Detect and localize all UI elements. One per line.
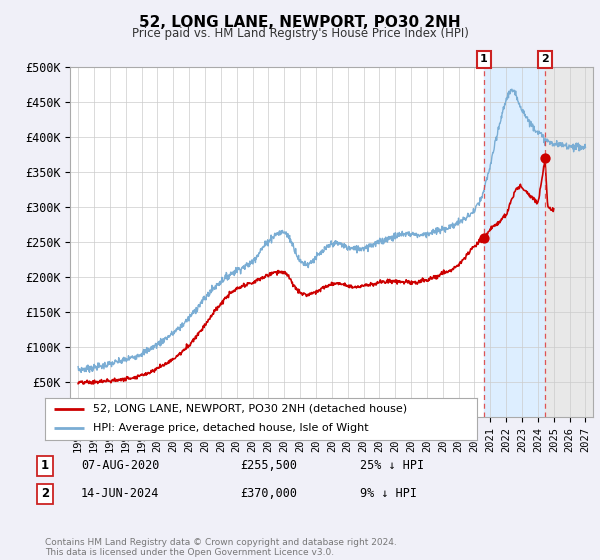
Text: 52, LONG LANE, NEWPORT, PO30 2NH (detached house): 52, LONG LANE, NEWPORT, PO30 2NH (detach… bbox=[92, 404, 407, 414]
Text: Price paid vs. HM Land Registry's House Price Index (HPI): Price paid vs. HM Land Registry's House … bbox=[131, 27, 469, 40]
Text: Contains HM Land Registry data © Crown copyright and database right 2024.
This d: Contains HM Land Registry data © Crown c… bbox=[45, 538, 397, 557]
Text: 9% ↓ HPI: 9% ↓ HPI bbox=[360, 487, 417, 501]
Text: £255,500: £255,500 bbox=[240, 459, 297, 473]
Bar bbox=[484, 67, 545, 417]
Text: 52, LONG LANE, NEWPORT, PO30 2NH: 52, LONG LANE, NEWPORT, PO30 2NH bbox=[139, 15, 461, 30]
Text: 07-AUG-2020: 07-AUG-2020 bbox=[81, 459, 160, 473]
Text: HPI: Average price, detached house, Isle of Wight: HPI: Average price, detached house, Isle… bbox=[92, 423, 368, 433]
Text: 2: 2 bbox=[541, 54, 549, 64]
Text: 1: 1 bbox=[41, 459, 49, 473]
Bar bbox=[545, 67, 593, 417]
Text: £370,000: £370,000 bbox=[240, 487, 297, 501]
Text: 2: 2 bbox=[41, 487, 49, 501]
Text: 14-JUN-2024: 14-JUN-2024 bbox=[81, 487, 160, 501]
Point bbox=[540, 153, 550, 162]
Point bbox=[479, 234, 488, 243]
Bar bbox=[545, 67, 593, 417]
Text: 25% ↓ HPI: 25% ↓ HPI bbox=[360, 459, 424, 473]
Text: 1: 1 bbox=[480, 54, 488, 64]
